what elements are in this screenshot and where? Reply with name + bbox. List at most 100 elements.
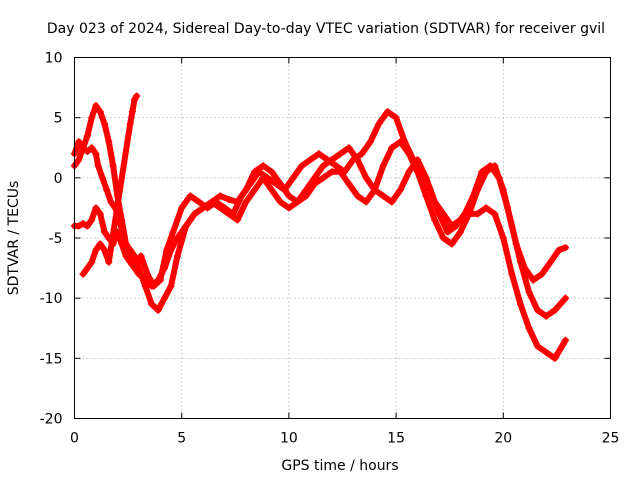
data-point bbox=[546, 258, 554, 266]
data-point bbox=[319, 162, 327, 170]
data-point bbox=[259, 162, 267, 170]
data-point bbox=[561, 244, 569, 252]
data-point bbox=[328, 156, 336, 164]
data-point bbox=[233, 198, 241, 206]
data-point bbox=[225, 195, 233, 203]
data-point bbox=[96, 210, 104, 218]
data-point bbox=[561, 336, 569, 344]
data-point bbox=[133, 92, 141, 100]
data-point bbox=[293, 198, 301, 206]
data-point bbox=[169, 228, 177, 236]
data-point bbox=[101, 228, 109, 236]
data-point bbox=[178, 204, 186, 212]
data-point bbox=[482, 204, 490, 212]
data-point bbox=[311, 174, 319, 182]
data-point bbox=[499, 234, 507, 242]
data-point bbox=[135, 270, 143, 278]
data-point bbox=[392, 114, 400, 122]
data-point bbox=[482, 168, 490, 176]
data-point bbox=[79, 220, 87, 228]
data-point bbox=[167, 246, 175, 254]
data-point bbox=[126, 258, 134, 266]
data-point bbox=[83, 264, 91, 272]
data-point bbox=[101, 246, 109, 254]
data-point bbox=[94, 162, 102, 170]
x-tick-label: 15 bbox=[387, 431, 405, 447]
data-point bbox=[131, 96, 139, 104]
data-point bbox=[131, 264, 139, 272]
x-axis-label: GPS time / hours bbox=[281, 458, 398, 474]
data-point bbox=[375, 120, 383, 128]
data-point bbox=[302, 186, 310, 194]
chart-title: Day 023 of 2024, Sidereal Day-to-day VTE… bbox=[47, 21, 605, 37]
x-tick-label: 0 bbox=[70, 431, 79, 447]
data-point bbox=[88, 216, 96, 224]
data-point bbox=[465, 210, 473, 218]
data-point bbox=[148, 300, 156, 308]
data-point bbox=[137, 252, 145, 260]
data-point bbox=[456, 216, 464, 224]
data-point bbox=[516, 258, 524, 266]
data-point bbox=[83, 147, 91, 155]
data-point bbox=[448, 222, 456, 230]
data-point bbox=[92, 102, 100, 110]
data-point bbox=[143, 270, 151, 278]
data-point bbox=[276, 198, 284, 206]
data-point bbox=[242, 198, 250, 206]
data-point bbox=[362, 174, 370, 182]
data-point bbox=[92, 150, 100, 158]
data-point bbox=[474, 210, 482, 218]
data-point bbox=[126, 246, 134, 254]
data-point bbox=[109, 162, 117, 170]
data-point bbox=[131, 252, 139, 260]
data-point bbox=[448, 240, 456, 248]
data-point bbox=[101, 120, 109, 128]
data-point bbox=[88, 144, 96, 152]
data-point bbox=[173, 234, 181, 242]
y-tick-label: 10 bbox=[45, 51, 63, 67]
data-point bbox=[439, 210, 447, 218]
data-point bbox=[508, 222, 516, 230]
data-point bbox=[186, 192, 194, 200]
data-point bbox=[384, 108, 392, 116]
data-point bbox=[491, 210, 499, 218]
data-point bbox=[128, 108, 136, 116]
data-point bbox=[96, 108, 104, 116]
y-tick-label: 5 bbox=[54, 111, 63, 127]
data-point bbox=[83, 132, 91, 140]
series-4 bbox=[79, 92, 141, 278]
data-point bbox=[444, 228, 452, 236]
data-point bbox=[148, 282, 156, 290]
data-point bbox=[499, 186, 507, 194]
series-3 bbox=[71, 144, 569, 362]
data-point bbox=[107, 198, 115, 206]
data-point bbox=[191, 210, 199, 218]
data-point bbox=[105, 138, 113, 146]
data-point bbox=[345, 144, 353, 152]
data-point bbox=[251, 186, 259, 194]
data-point bbox=[298, 162, 306, 170]
data-point bbox=[268, 186, 276, 194]
data-point bbox=[225, 210, 233, 218]
data-point bbox=[98, 174, 106, 182]
data-point bbox=[491, 162, 499, 170]
data-point bbox=[96, 240, 104, 248]
data-point bbox=[354, 156, 362, 164]
data-point bbox=[542, 312, 550, 320]
data-point bbox=[561, 294, 569, 302]
data-point bbox=[534, 306, 542, 314]
data-point bbox=[208, 198, 216, 206]
x-tick-label: 25 bbox=[602, 431, 620, 447]
data-point bbox=[251, 168, 259, 176]
data-point bbox=[92, 204, 100, 212]
data-point bbox=[336, 150, 344, 158]
data-point bbox=[474, 186, 482, 194]
data-point bbox=[379, 192, 387, 200]
data-point bbox=[555, 246, 563, 254]
data-point bbox=[328, 168, 336, 176]
data-point bbox=[529, 276, 537, 284]
data-point bbox=[414, 156, 422, 164]
y-tick-label: -5 bbox=[49, 231, 63, 247]
data-point bbox=[195, 198, 203, 206]
data-point bbox=[422, 192, 430, 200]
